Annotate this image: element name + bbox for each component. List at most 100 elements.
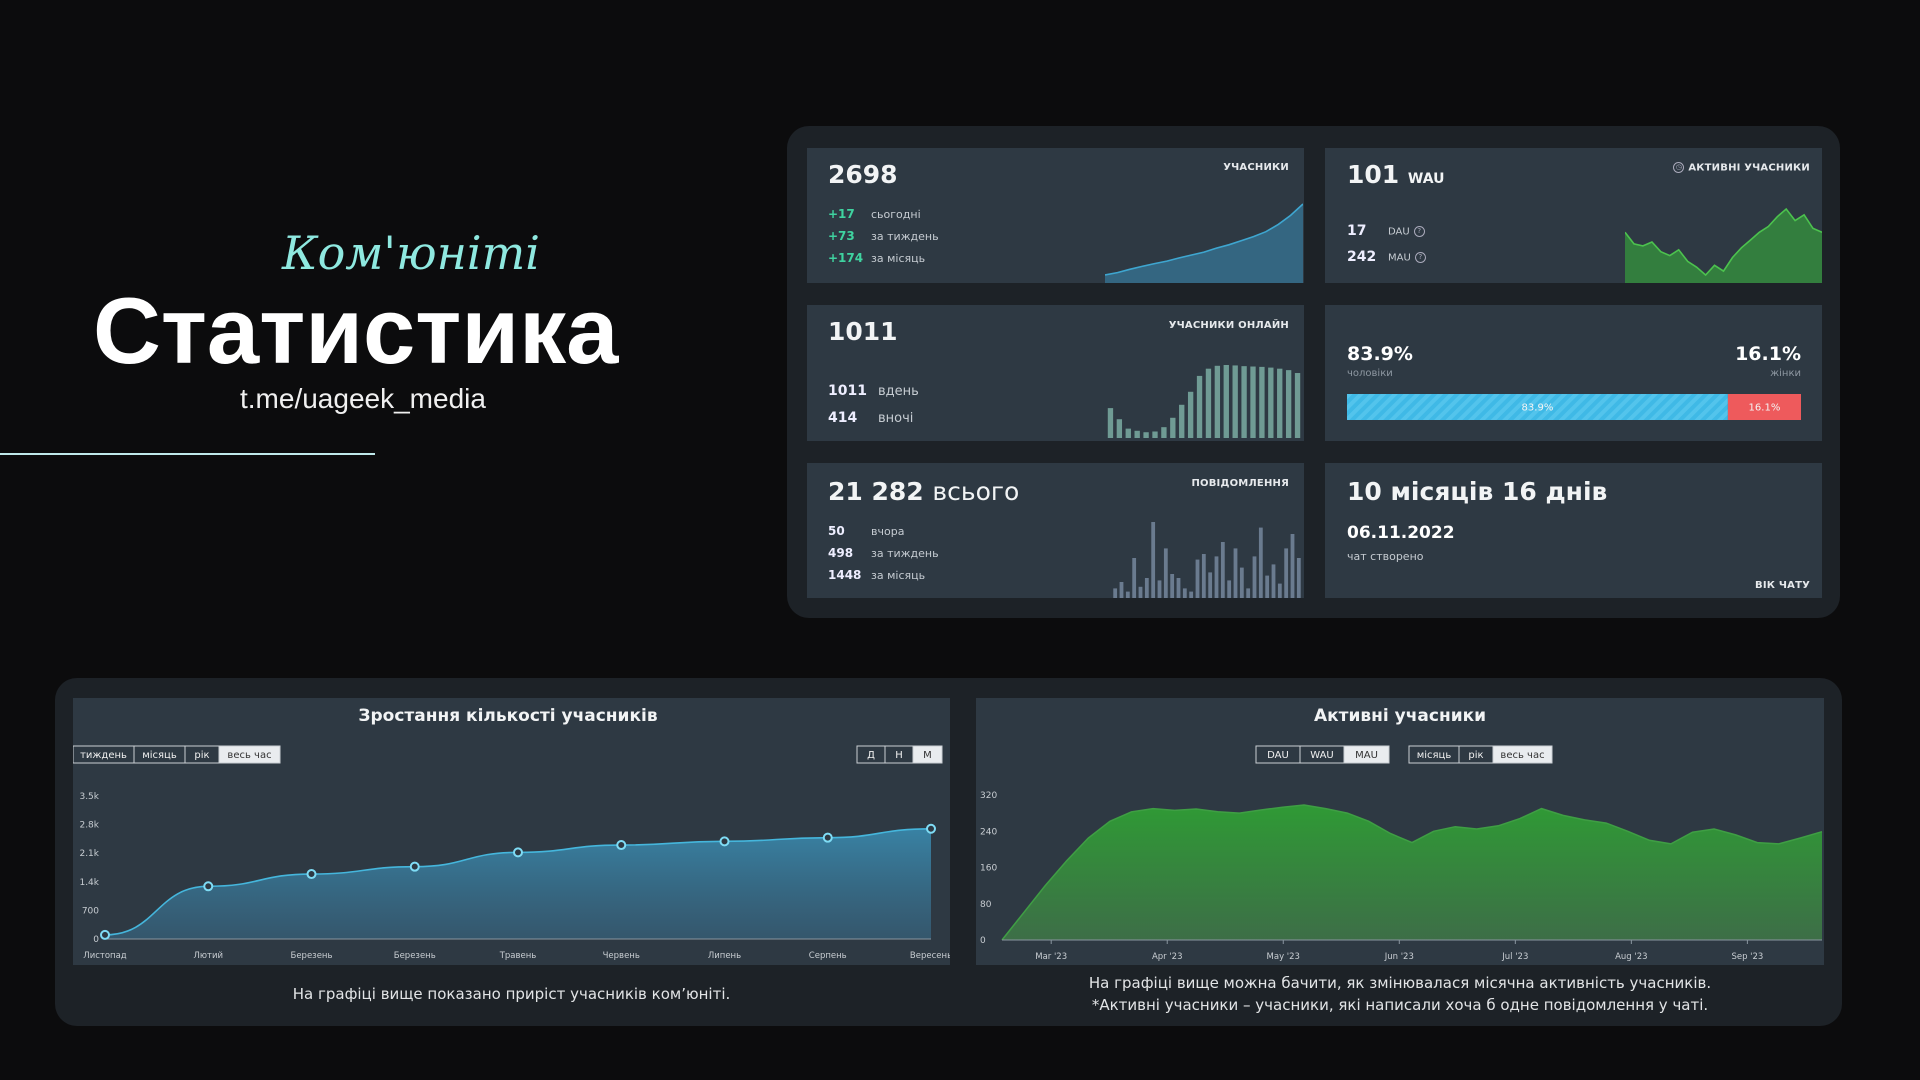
bar [1284, 548, 1289, 598]
stat-label: MAU? [1388, 252, 1426, 264]
toggle-label[interactable]: WAU [1310, 750, 1334, 761]
chat-age: 10 місяців 16 днів [1347, 477, 1608, 506]
stat-value: +73 [828, 229, 855, 243]
toggle-label[interactable]: М [923, 750, 932, 761]
segment-label: 16.1% [1749, 403, 1781, 414]
bar [1138, 586, 1143, 598]
toggle-label[interactable]: DAU [1267, 750, 1289, 761]
x-tick-label: Aug '23 [1615, 952, 1647, 962]
card-label-text: АКТИВНІ УЧАСНИКИ [1688, 162, 1810, 174]
bar [1268, 367, 1274, 438]
stat-value: 1011 [828, 383, 867, 399]
growth-chart: Зростання кількості учасників тиждень міся… [73, 698, 950, 965]
page-title: Статистика [93, 278, 619, 383]
x-tick-label: Серпень [809, 951, 847, 961]
male-label: чоловіки [1347, 368, 1393, 379]
toggle-label[interactable]: тиждень [80, 750, 127, 761]
point [203, 881, 214, 892]
sparkline-area [1625, 209, 1822, 283]
bar [1143, 432, 1149, 438]
online-bars [1107, 365, 1301, 438]
bar [1258, 527, 1263, 598]
bar [1285, 370, 1292, 438]
toggle-label[interactable]: місяць [142, 749, 177, 761]
toggle-label[interactable]: Д [867, 750, 875, 761]
toggle-label[interactable]: рік [194, 749, 209, 761]
bar [1220, 542, 1225, 598]
male-share: 83.9% [1347, 343, 1413, 365]
bar [1239, 567, 1244, 598]
bar [1132, 558, 1137, 598]
bar [1157, 580, 1162, 598]
area-fill [1002, 805, 1822, 940]
x-tick-label: Вересень [910, 951, 950, 961]
bar [1252, 556, 1257, 598]
line [1001, 804, 1823, 941]
area-fill [105, 828, 931, 939]
created-date: 06.11.2022 [1347, 523, 1455, 543]
messages-bars [1113, 522, 1301, 598]
wau-count: 101 WAU [1347, 160, 1445, 189]
bar [1176, 578, 1181, 598]
toggle-label[interactable]: весь час [1500, 750, 1544, 761]
wau-unit: WAU [1407, 171, 1445, 187]
stat-value: 1448 [828, 568, 862, 582]
toggle-label[interactable]: MAU [1355, 750, 1378, 761]
x-tick-label: Jun '23 [1384, 952, 1414, 962]
bar [1144, 578, 1149, 598]
y-tick-label: 2.1k [79, 849, 99, 859]
bar [1241, 366, 1247, 438]
stat-value: 414 [828, 410, 858, 426]
bar [1246, 588, 1251, 598]
toggle-label[interactable]: рік [1468, 749, 1483, 761]
chart-title: Активні учасники [1314, 706, 1486, 726]
toggle-label[interactable]: Н [895, 750, 903, 761]
y-tick-label: 0 [980, 936, 986, 946]
female-share: 16.1% [1735, 343, 1801, 365]
card-label: УЧАСНИКИ ОНЛАЙН [1168, 320, 1289, 331]
stat-value: 17 [1347, 223, 1367, 239]
toggle-button[interactable] [912, 745, 943, 764]
messages-total: 21 282 всього [828, 477, 1019, 506]
y-tick-label: 240 [980, 827, 997, 837]
stat-label: за тиждень [871, 547, 939, 560]
bar [1113, 588, 1118, 598]
help-icon[interactable]: ? [1414, 252, 1426, 263]
x-tick-label: Sep '23 [1731, 952, 1763, 962]
toggle-button[interactable] [1492, 745, 1553, 764]
bar [1116, 419, 1123, 438]
stat-value: 242 [1347, 249, 1377, 265]
toggle-label[interactable]: весь час [227, 750, 271, 761]
gender-segment [1347, 394, 1728, 420]
x-tick-label: Березень [394, 951, 436, 961]
bar [1277, 583, 1282, 598]
sparkline-line [1625, 207, 1822, 277]
stat-label-text: MAU [1388, 252, 1411, 264]
icon: ◷ [1673, 162, 1685, 173]
bar [1170, 574, 1175, 598]
stat-value: 498 [828, 546, 854, 560]
bar [1223, 365, 1229, 438]
sparkline-line [1105, 203, 1303, 276]
y-tick-label: 1.4k [79, 878, 99, 888]
help-icon[interactable]: ? [1413, 226, 1425, 237]
link[interactable]: t.me/uageek_media [240, 383, 486, 414]
bar [1214, 556, 1219, 598]
x-tick-label: Jul '23 [1501, 952, 1528, 962]
bar [1152, 431, 1158, 438]
bar [1205, 368, 1212, 438]
toggle-button[interactable] [218, 745, 281, 764]
wau-sparkline [1625, 207, 1822, 283]
y-tick-label: 0 [93, 935, 99, 945]
point [719, 836, 730, 847]
point [926, 823, 936, 834]
x-tick-label: Apr '23 [1152, 952, 1183, 962]
bar [1201, 554, 1206, 598]
toggle-label[interactable]: місяць [1417, 749, 1452, 761]
messages-unit: всього [932, 477, 1020, 506]
toggle-button[interactable] [1343, 745, 1390, 764]
bar [1161, 427, 1167, 438]
chart-title: Зростання кількості учасників [358, 706, 657, 726]
point [822, 832, 833, 843]
wau-value: 101 [1347, 160, 1400, 189]
